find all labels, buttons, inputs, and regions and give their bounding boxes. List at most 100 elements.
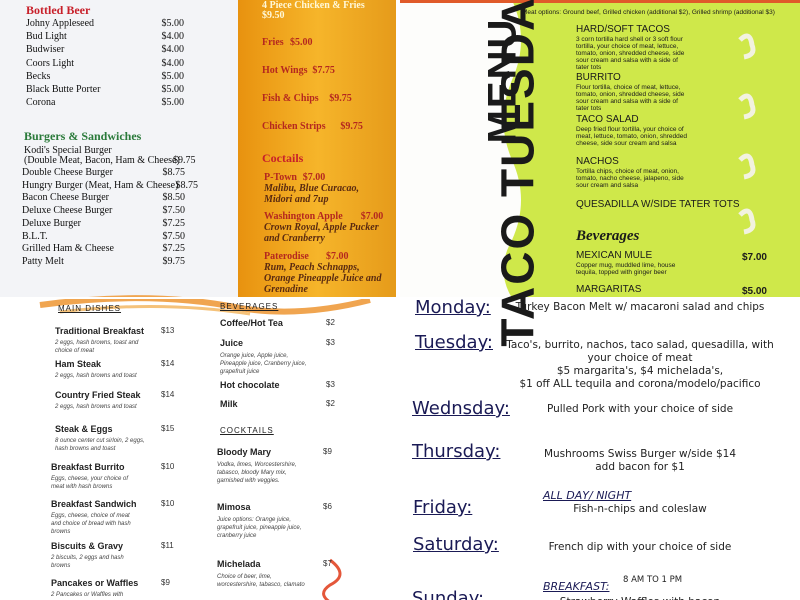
- item-price: $7.50: [162, 230, 186, 242]
- item-name: BURRITO: [576, 72, 621, 83]
- special-line: Mushrooms Swiss Burger w/side $14: [543, 448, 737, 460]
- special-note: ALL DAY/ NIGHT: [543, 489, 632, 502]
- item-name: Johny Appleseed: [26, 18, 95, 29]
- taco-stripe: [398, 0, 800, 3]
- item-description: 2 eggs, hash browns and toast: [55, 404, 137, 410]
- sides-menu-bg: [238, 0, 398, 298]
- item-name: Hot Wings: [262, 65, 308, 76]
- item-price: $3: [326, 338, 335, 347]
- item-description: Vodka, limes, Worcestershire, tabasco, b…: [217, 462, 297, 484]
- item-name: Chicken Strips: [262, 121, 326, 132]
- special-line: add bacon for $1: [595, 461, 685, 473]
- section-heading: Bottled Beer: [26, 3, 91, 17]
- item-name: Steak & Eggs: [55, 424, 113, 434]
- item-detail: (Double Meat, Bacon, Ham & Cheese): [24, 155, 180, 166]
- item-price: $4.00: [161, 31, 185, 43]
- item-price: $9.75: [162, 255, 186, 267]
- day-label: Monday:: [415, 297, 491, 318]
- section-heading: Beverages: [576, 228, 640, 244]
- special-hours: 8 AM TO 1 PM: [623, 575, 683, 585]
- item-name: Bacon Cheese Burger: [22, 192, 110, 204]
- special-line: $1 off ALL tequila and corona/modelo/pac…: [519, 378, 761, 390]
- item-price: $7.00: [326, 251, 349, 262]
- item-price: $7.50: [162, 205, 186, 217]
- day-label: Wednsday:: [412, 398, 510, 419]
- item-name: Mimosa: [217, 502, 251, 512]
- item-name: Country Fried Steak: [55, 390, 141, 400]
- item-description: Juice options: Orange juice, grapefruit …: [217, 517, 302, 539]
- item-name: Black Butte Porter: [26, 84, 101, 95]
- item-name: Deluxe Cheese Burger: [22, 205, 113, 217]
- item-price: $6: [323, 502, 332, 511]
- special-line: Fish-n-chips and coleslaw: [573, 503, 707, 515]
- item-name: Breakfast Sandwich: [51, 499, 137, 509]
- item-description: Crown Royal, Apple Pucker and Cranberry: [264, 222, 379, 244]
- item-name: P-Town: [264, 172, 297, 183]
- item-price: $14: [161, 390, 175, 399]
- item-name: Patty Melt: [22, 255, 64, 267]
- item-description: Eggs, cheese, your choice of meat with h…: [51, 476, 129, 490]
- swoosh: [322, 558, 342, 600]
- day-label: Tuesday:: [415, 332, 493, 353]
- item-price: $2: [326, 318, 335, 327]
- item-name: NACHOS: [576, 156, 619, 167]
- item-description: Flour tortilla, choice of meat, lettuce,…: [576, 84, 685, 112]
- item-name: Bud Light: [26, 31, 67, 43]
- item-price: $9.75: [340, 121, 363, 132]
- item-name: Coffee/Hot Tea: [220, 318, 283, 328]
- item-price: $4.00: [161, 57, 185, 69]
- item-price: $13: [161, 326, 175, 335]
- item-name: Bloody Mary: [217, 447, 272, 457]
- day-label: Sunday:: [412, 588, 485, 600]
- item-name: Double Cheese Burger: [22, 167, 113, 178]
- item-name: Budwiser: [26, 44, 65, 56]
- item-name: Becks: [26, 70, 51, 82]
- item-price: $9.50: [262, 10, 285, 21]
- section-heading: BEVERAGES: [220, 302, 279, 311]
- item-price: $5.00: [741, 286, 767, 297]
- item-name: Hot chocolate: [220, 380, 280, 390]
- item-description: Orange juice, Apple juice, Pineapple jui…: [220, 353, 307, 375]
- special-line: Turkey Bacon Melt w/ macaroni salad and …: [515, 301, 765, 313]
- section-heading: MAIN DISHES: [58, 304, 122, 313]
- day-label: Saturday:: [413, 534, 499, 555]
- day-label: Thursday:: [412, 441, 501, 462]
- taco-icons: [738, 33, 756, 235]
- beer-menu-bg: [0, 0, 238, 298]
- item-name: QUESADILLA W/SIDE TATER TOTS: [576, 199, 740, 210]
- item-name: MEXICAN MULE: [576, 250, 653, 261]
- item-price: $11: [161, 541, 174, 550]
- item-price: $9: [161, 578, 170, 587]
- item-price: $8.50: [162, 192, 186, 204]
- item-name: Biscuits & Gravy: [51, 541, 124, 551]
- item-name: Hungry Burger (Meat, Ham & Cheese): [22, 179, 179, 191]
- special-line: Strawberry Waffles with bacon: [500, 596, 780, 600]
- item-price: $4.00: [161, 44, 185, 56]
- item-name: Coors Light: [26, 57, 75, 69]
- item-price: $5.00: [290, 37, 313, 48]
- item-price: $10: [161, 499, 175, 508]
- item-description: Choice of beer, lime, worcestershire, ta…: [217, 574, 305, 588]
- item-price: $7.00: [360, 211, 384, 222]
- special-line: French dip with your choice of side: [548, 541, 732, 553]
- special-line: Taco's, burrito, nachos, taco salad, que…: [506, 339, 774, 364]
- item-description: Copper mug, muddled lime, house tequila,…: [576, 262, 676, 276]
- item-price: $5.00: [161, 70, 185, 82]
- item-name: Milk: [220, 399, 238, 409]
- item-description: 8 ounce center cut sirloin, 2 eggs, hash…: [55, 438, 145, 452]
- item-description: 2 eggs, hash browns, toast and choice of…: [55, 340, 139, 354]
- item-price: $2: [326, 399, 335, 408]
- item-description: Tortilla chips, choice of meat, onion, t…: [576, 168, 684, 189]
- item-name: MARGARITAS: [576, 284, 642, 295]
- item-price: $7.25: [162, 217, 186, 229]
- special-line: Pulled Pork with your choice of side: [546, 403, 734, 415]
- swoosh: [39, 295, 371, 315]
- item-price: $7.25: [162, 243, 186, 255]
- item-name: Fish & Chips: [262, 93, 319, 104]
- item-name: Juice: [220, 338, 244, 348]
- item-name: TACO SALAD: [576, 114, 639, 125]
- item-name: Kodi's Special Burger: [24, 145, 112, 156]
- item-price: $14: [161, 359, 175, 368]
